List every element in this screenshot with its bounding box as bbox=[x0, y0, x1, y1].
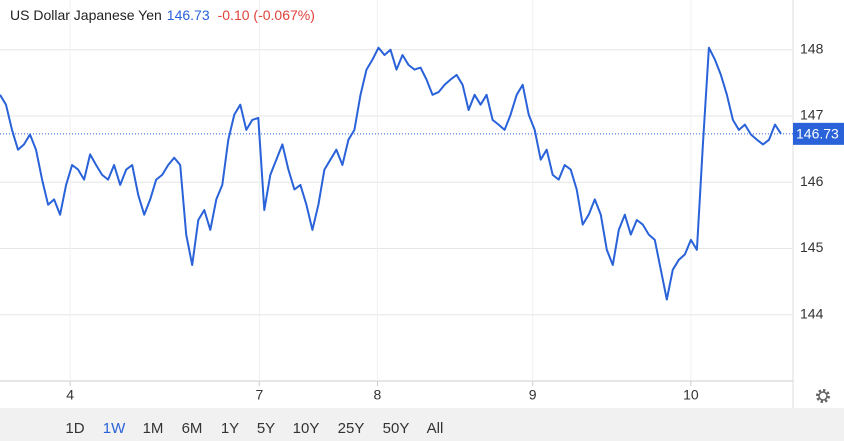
range-button[interactable]: 6M bbox=[182, 420, 203, 437]
title: US Dollar Japanese Yen bbox=[10, 7, 162, 23]
last-price-box bbox=[793, 122, 844, 145]
range-button[interactable]: 1W bbox=[103, 420, 126, 437]
x-tick-label: 10 bbox=[683, 387, 699, 403]
x-tick-label: 8 bbox=[374, 387, 382, 403]
plot bbox=[0, 46, 793, 301]
range-buttons: 1D 1W 1M 6M 1Y 5Y 10Y 25Y 50Y All bbox=[65, 420, 443, 437]
y-tick-label: 144 bbox=[800, 305, 824, 321]
price: 146.73 bbox=[167, 7, 210, 23]
price-line bbox=[0, 46, 782, 301]
gear-teeth bbox=[816, 389, 830, 403]
x-tick-label: 7 bbox=[255, 387, 263, 403]
settings-icon[interactable] bbox=[816, 389, 830, 403]
y-tick-label: 145 bbox=[800, 239, 824, 255]
range-button[interactable]: All bbox=[427, 420, 444, 437]
range-button[interactable]: 10Y bbox=[293, 420, 320, 437]
x-tick-label: 4 bbox=[66, 387, 74, 403]
y-tick-label: 148 bbox=[800, 40, 824, 56]
y-tick-label: 147 bbox=[800, 107, 824, 123]
range-button[interactable]: 25Y bbox=[338, 420, 365, 437]
range-button[interactable]: 1Y bbox=[221, 420, 239, 437]
change: -0.10 (-0.067%) bbox=[218, 7, 315, 23]
last-price-label: 146.73 bbox=[796, 126, 839, 142]
range-button[interactable]: 1D bbox=[65, 420, 84, 437]
range-bar bbox=[0, 408, 844, 441]
x-tick-label: 9 bbox=[529, 387, 537, 403]
y-tick-label: 146 bbox=[800, 173, 824, 189]
range-button[interactable]: 50Y bbox=[383, 420, 410, 437]
header: US Dollar Japanese Yen 146.73 -0.10 (-0.06… bbox=[10, 7, 315, 23]
range-button[interactable]: 1M bbox=[143, 420, 164, 437]
range-button[interactable]: 5Y bbox=[257, 420, 275, 437]
gear-body bbox=[818, 391, 828, 401]
grid bbox=[0, 0, 793, 381]
